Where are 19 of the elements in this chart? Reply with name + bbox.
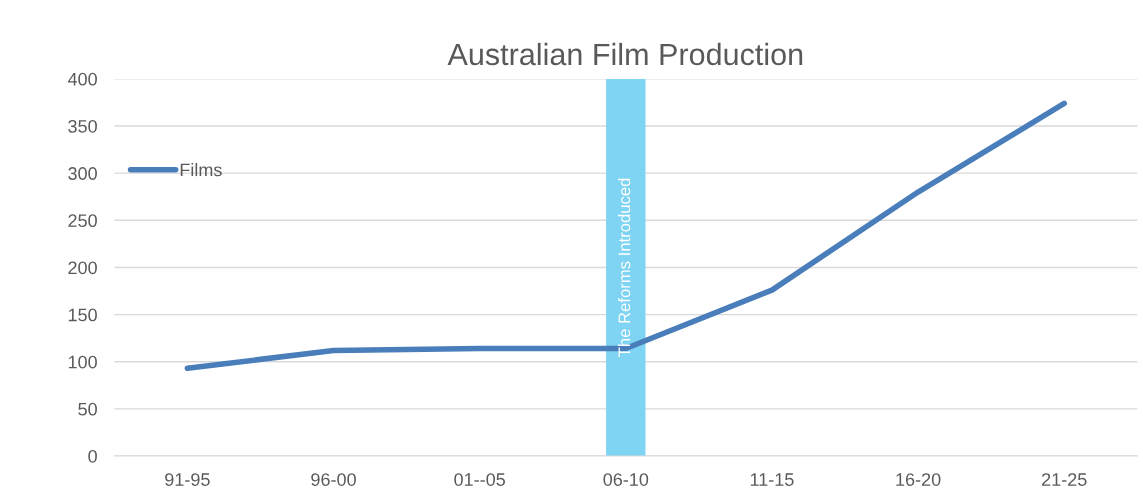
y-tick-label: 100 bbox=[68, 355, 97, 369]
y-tick-label: 200 bbox=[68, 261, 97, 275]
x-tick-label: 06-10 bbox=[603, 473, 649, 486]
y-tick-label: 300 bbox=[68, 167, 97, 180]
x-tick-label: 21-25 bbox=[1042, 473, 1087, 486]
x-tick-label: 11-15 bbox=[750, 473, 794, 486]
y-tick-label: 400 bbox=[67, 72, 97, 86]
annotation: The Reforms Introduced bbox=[618, 178, 631, 357]
legend-label: Films bbox=[180, 163, 222, 177]
y-tick-label: 150 bbox=[68, 308, 97, 322]
chart-title: Australian Film Production bbox=[447, 42, 803, 66]
x-tick-label: 16-20 bbox=[896, 473, 941, 486]
x-tick-label: 96-00 bbox=[311, 473, 356, 486]
x-tick-label: 91-95 bbox=[165, 473, 210, 486]
y-tick-label: 50 bbox=[78, 402, 97, 416]
x-tick-label: 01--05 bbox=[454, 473, 505, 486]
y-tick-label: 0 bbox=[88, 449, 97, 463]
y-tick-label: 250 bbox=[68, 214, 97, 228]
y-tick-label: 350 bbox=[68, 119, 97, 133]
